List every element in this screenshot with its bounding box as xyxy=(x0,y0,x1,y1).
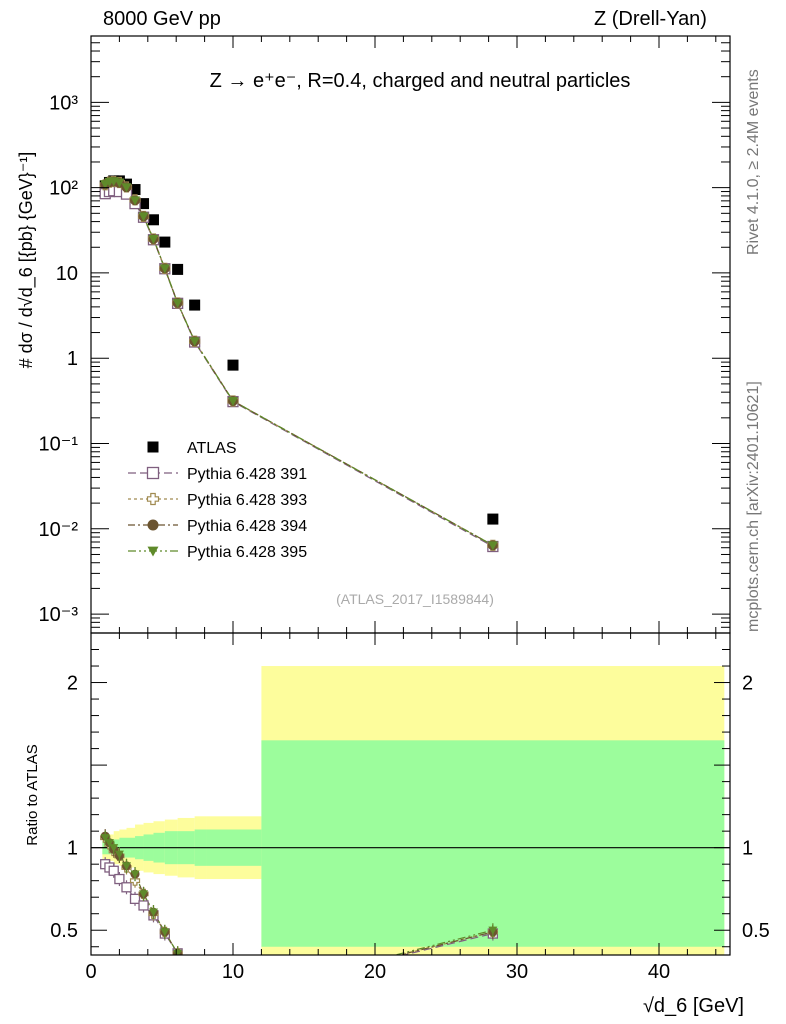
data-point xyxy=(138,212,149,222)
data-point xyxy=(138,198,150,210)
ratio-point xyxy=(160,928,170,937)
data-point xyxy=(159,236,171,248)
legend-marker xyxy=(146,466,160,480)
ratio-point xyxy=(190,972,199,981)
legend-label: Pythia 6.428 395 xyxy=(187,544,307,561)
y-tick-label: 10² xyxy=(49,178,78,200)
ratio-uncertainty-bands xyxy=(102,666,725,955)
ratio-point xyxy=(121,882,132,893)
data-point xyxy=(148,234,159,244)
ratio-point xyxy=(100,834,110,843)
ratio-point xyxy=(139,890,149,899)
legend-marker xyxy=(147,441,159,453)
ratio-point xyxy=(148,908,158,917)
ratio-point xyxy=(229,992,238,1001)
y-tick-label: 10⁻³ xyxy=(39,604,79,626)
x-axis-label: √d_6 [GeV] xyxy=(643,995,744,1017)
y-tick-label: 10⁻¹ xyxy=(39,434,79,456)
data-point xyxy=(487,513,499,525)
legend-label: Pythia 6.428 394 xyxy=(187,518,307,535)
y-tick-label: 2 xyxy=(742,673,753,695)
data-point xyxy=(172,298,183,308)
ratio-point xyxy=(130,870,140,879)
ratio-point xyxy=(129,893,141,905)
ratio-point xyxy=(122,862,131,871)
data-point xyxy=(114,178,125,188)
series-line xyxy=(104,180,494,546)
axes-frames xyxy=(90,35,731,956)
analysis-watermark: (ATLAS_2017_I1589844) xyxy=(336,591,494,607)
ratio-point xyxy=(173,949,183,955)
legend-label: ATLAS xyxy=(187,440,237,457)
ratio-point xyxy=(109,844,119,853)
y-tick-label: 1 xyxy=(67,838,78,860)
ratio-point xyxy=(229,992,238,1001)
ratio-point xyxy=(488,926,498,935)
ratio-point xyxy=(138,900,149,911)
data-point xyxy=(147,214,159,226)
legend: ATLAS Pythia 6.428 391 Pythia 6.428 393 Pyt… xyxy=(128,440,307,561)
axis-labels: 0 10 20 30 40 10⁻³ 10⁻² 10⁻¹ 1 10 10² 10³ 0.5 0.5 1 1 2 2 xyxy=(39,92,770,983)
ratio-point xyxy=(229,993,238,1001)
data-point xyxy=(130,196,141,206)
legend-label: Pythia 6.428 391 xyxy=(187,466,307,483)
ratio-series xyxy=(100,829,499,1001)
ratio-point xyxy=(114,850,124,859)
ratio-point xyxy=(190,973,199,981)
data-point xyxy=(189,299,201,311)
data-point xyxy=(227,359,239,371)
ratio-point xyxy=(114,873,125,885)
y-tick-label: 0.5 xyxy=(50,920,78,942)
main-series xyxy=(99,175,499,553)
y-tick-label: 1 xyxy=(67,348,78,370)
header-left: 8000 GeV pp xyxy=(103,8,221,30)
ratio-y-axis-label: Ratio to ATLAS xyxy=(24,744,41,845)
chart-title: Z → e⁺e⁻, R=0.4, charged and neutral par… xyxy=(210,70,631,92)
x-tick-label: 20 xyxy=(364,961,386,983)
ratio-point xyxy=(190,972,199,981)
data-point xyxy=(228,397,238,407)
y-tick-label: 0.5 xyxy=(742,920,770,942)
legend-marker xyxy=(147,546,159,557)
main-y-axis-label: # dσ / d√d_6 [{pb} {GeV}⁻¹] xyxy=(16,152,37,369)
stat-uncertainty-band xyxy=(261,740,725,947)
series-line xyxy=(104,180,494,546)
y-tick-label: 10 xyxy=(56,263,78,285)
data-point xyxy=(129,184,141,196)
ratio-point xyxy=(104,839,114,848)
ratio-point xyxy=(190,972,199,981)
legend-marker xyxy=(147,519,159,531)
data-point xyxy=(487,541,498,551)
ratio-frame xyxy=(90,632,731,956)
y-tick-label: 2 xyxy=(67,673,78,695)
x-tick-label: 40 xyxy=(648,961,670,983)
data-point xyxy=(121,183,132,193)
x-tick-label: 10 xyxy=(222,961,244,983)
y-tick-label: 10³ xyxy=(49,92,78,114)
legend-label: Pythia 6.428 393 xyxy=(187,492,307,509)
header-right: Z (Drell-Yan) xyxy=(594,8,707,30)
data-point xyxy=(189,337,200,347)
series-line xyxy=(104,180,494,546)
ratio-point xyxy=(108,865,119,876)
x-tick-label: 30 xyxy=(506,961,528,983)
data-point xyxy=(172,263,184,275)
x-tick-label: 0 xyxy=(85,961,96,983)
y-tick-label: 1 xyxy=(742,838,753,860)
data-point xyxy=(159,264,170,274)
ratio-point xyxy=(229,992,238,1001)
axis-ticks xyxy=(90,35,730,955)
y-tick-label: 10⁻² xyxy=(39,519,79,541)
legend-marker xyxy=(146,492,160,506)
